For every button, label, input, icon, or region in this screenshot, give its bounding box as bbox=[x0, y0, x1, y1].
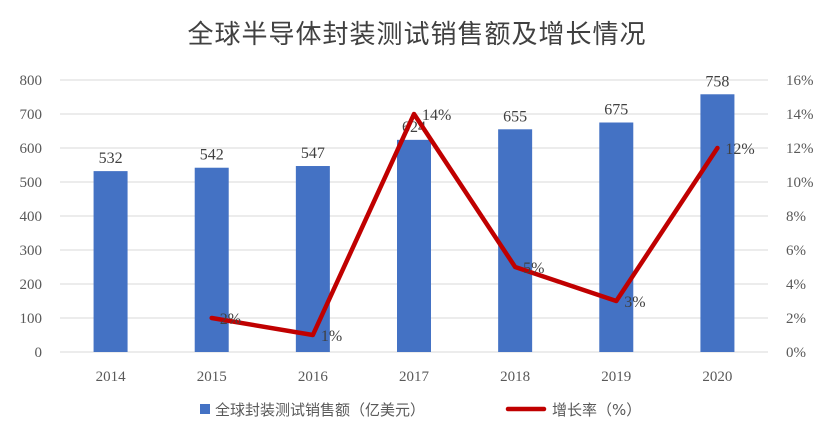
bar bbox=[397, 139, 431, 352]
left-tick-label: 700 bbox=[20, 107, 43, 123]
legend-line-label: 增长率（%） bbox=[552, 401, 641, 419]
legend-bar-label: 全球封装测试销售额（亿美元） bbox=[215, 401, 425, 419]
line-data-label: 12% bbox=[725, 141, 754, 158]
bar bbox=[295, 166, 330, 352]
left-tick-label: 600 bbox=[20, 141, 43, 157]
line-data-label: 14% bbox=[422, 107, 451, 124]
left-axis-ticks: 0 100 200 300 400 500 600 700 800 bbox=[20, 73, 43, 361]
right-tick-label: 6% bbox=[786, 243, 806, 259]
left-tick-label: 400 bbox=[20, 209, 43, 225]
right-tick-label: 4% bbox=[786, 277, 806, 293]
right-tick-label: 10% bbox=[786, 175, 814, 191]
bar bbox=[599, 122, 634, 352]
legend-bar-swatch bbox=[200, 404, 210, 414]
right-axis-ticks: 0% 2% 4% 6% 8% 10% 12% 14% 16% bbox=[786, 73, 814, 361]
right-tick-label: 14% bbox=[786, 107, 814, 123]
bar-data-label: 547 bbox=[301, 145, 325, 162]
left-tick-label: 500 bbox=[20, 175, 43, 191]
x-tick-label: 2020 bbox=[702, 369, 732, 385]
legend: 全球封装测试销售额（亿美元） 增长率（%） bbox=[200, 401, 641, 419]
right-tick-label: 12% bbox=[786, 141, 814, 157]
x-axis-ticks: 2014 2015 2016 2017 2018 2019 2020 bbox=[96, 369, 733, 385]
left-tick-label: 300 bbox=[20, 243, 43, 259]
x-tick-label: 2018 bbox=[500, 369, 530, 385]
bar-series bbox=[93, 94, 735, 352]
growth-rate-line bbox=[209, 111, 720, 338]
x-tick-label: 2019 bbox=[601, 369, 631, 385]
line-point bbox=[614, 299, 619, 303]
left-tick-label: 800 bbox=[20, 73, 43, 89]
bar-data-label: 532 bbox=[99, 150, 123, 167]
line-series bbox=[209, 111, 720, 338]
line-data-label: 2% bbox=[220, 311, 241, 328]
x-tick-label: 2014 bbox=[96, 369, 127, 385]
x-tick-label: 2017 bbox=[399, 369, 430, 385]
left-tick-label: 0 bbox=[35, 345, 43, 361]
line-data-labels: 2% 1% 14% 5% 3% 12% bbox=[220, 107, 755, 345]
line-point bbox=[209, 316, 214, 320]
bar bbox=[700, 94, 735, 352]
line-point bbox=[513, 265, 518, 269]
line-data-label: 1% bbox=[321, 328, 342, 345]
right-tick-label: 8% bbox=[786, 209, 806, 225]
bar-data-label: 675 bbox=[604, 102, 628, 119]
bar-data-label: 542 bbox=[200, 147, 224, 164]
line-data-label: 3% bbox=[624, 294, 645, 311]
line-point bbox=[310, 333, 315, 337]
bar-data-label: 655 bbox=[503, 108, 527, 125]
bar bbox=[498, 129, 533, 352]
right-tick-label: 2% bbox=[786, 311, 806, 327]
chart-title: 全球半导体封装测试销售额及增长情况 bbox=[187, 20, 647, 50]
bar-data-label: 758 bbox=[705, 73, 729, 90]
line-point bbox=[412, 112, 416, 116]
x-tick-label: 2016 bbox=[298, 369, 329, 385]
x-tick-label: 2015 bbox=[197, 369, 227, 385]
line-data-label: 5% bbox=[523, 260, 544, 277]
right-tick-label: 0% bbox=[786, 345, 806, 361]
left-tick-label: 200 bbox=[20, 277, 43, 293]
right-tick-label: 16% bbox=[786, 73, 814, 89]
left-tick-label: 100 bbox=[20, 311, 43, 327]
line-point bbox=[715, 146, 720, 150]
bar bbox=[93, 171, 128, 352]
